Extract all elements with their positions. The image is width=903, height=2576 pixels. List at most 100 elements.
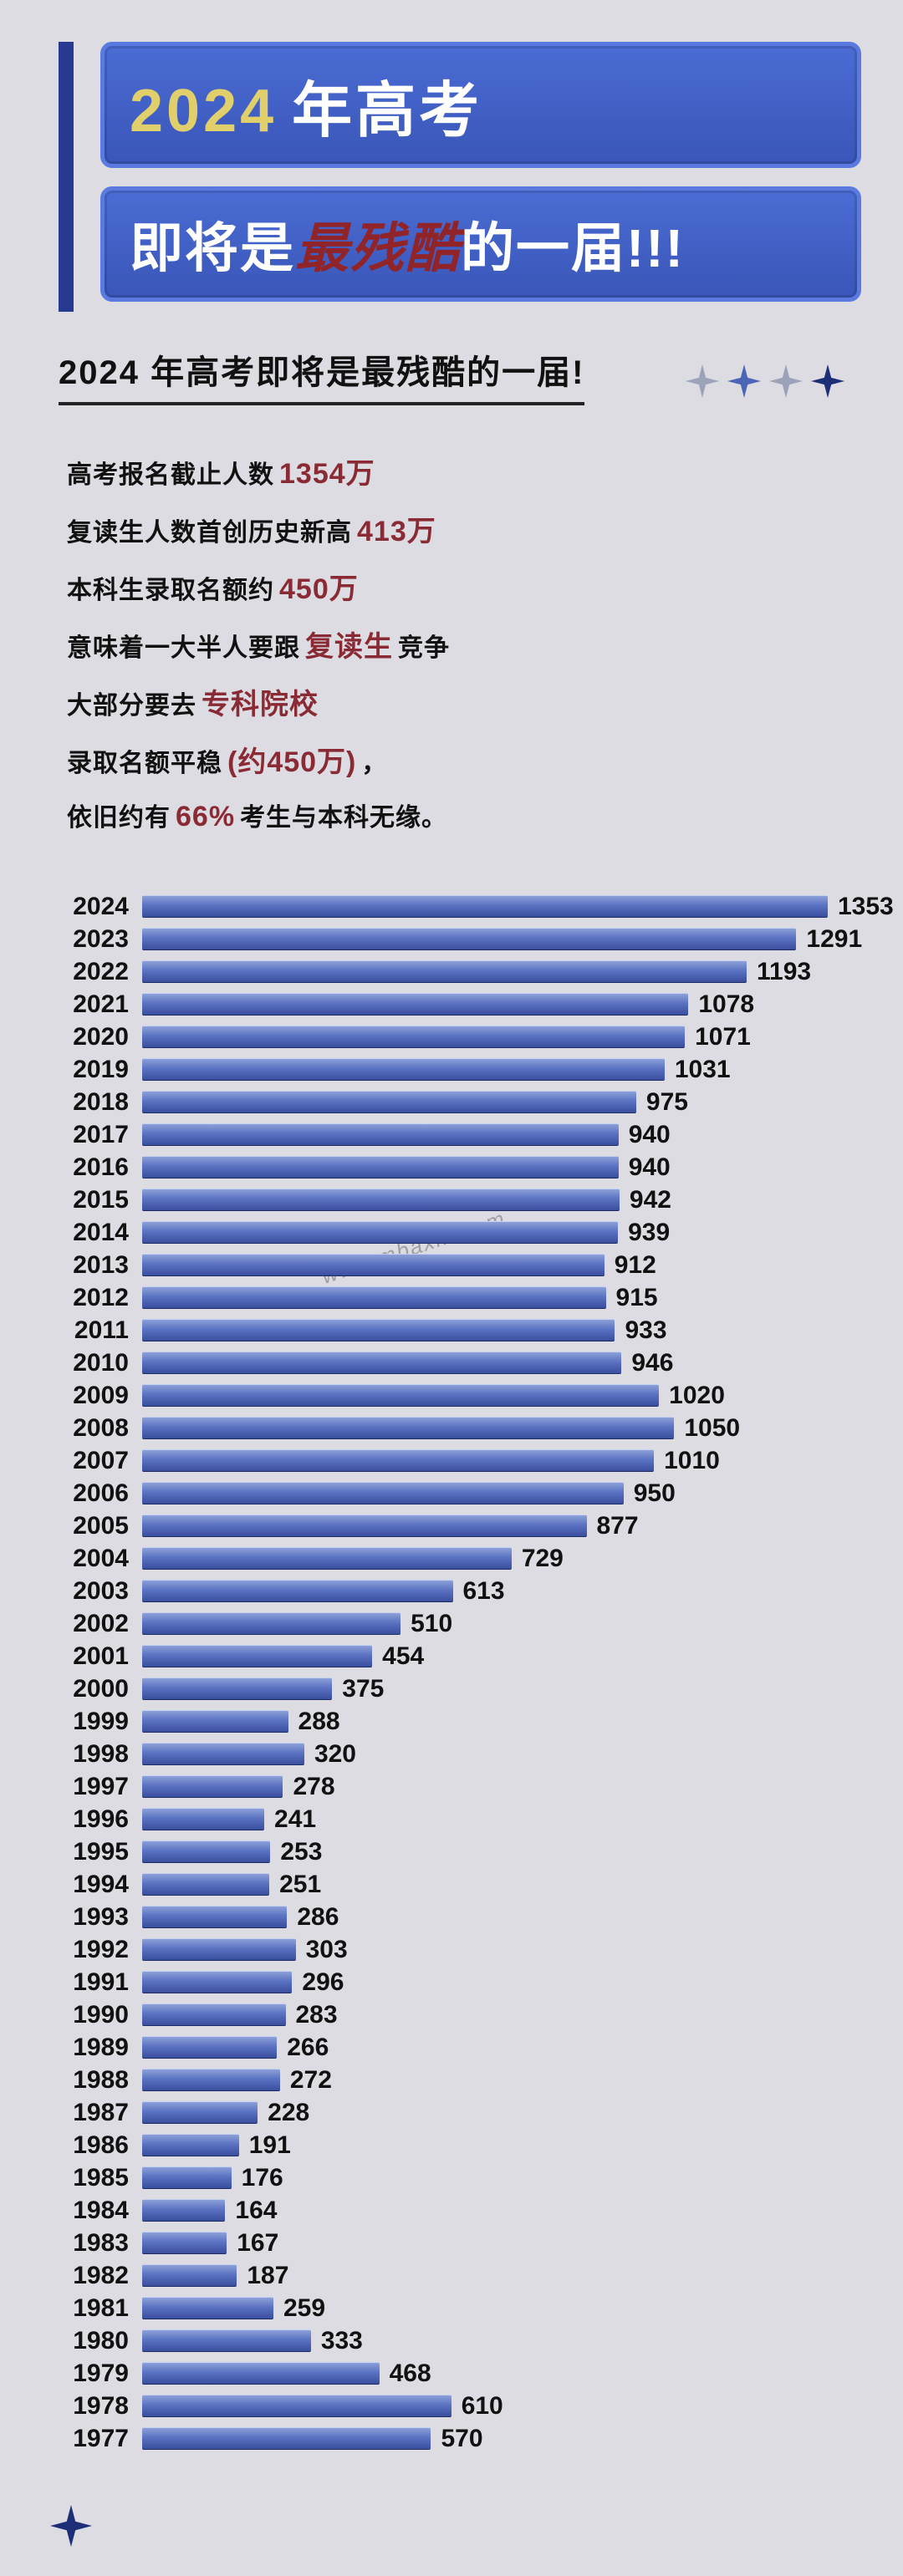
headline-banner: 2024 年高考 即将是 最残酷 的一届!!!: [0, 0, 903, 345]
chart-bar: [142, 1026, 685, 1048]
stat-pre: 本科生录取名额约: [67, 577, 274, 604]
chart-bar: [142, 895, 828, 918]
chart-value-label: 1050: [684, 1414, 740, 1443]
chart-value-label: 912: [615, 1251, 656, 1280]
chart-row: 1982187: [67, 2259, 853, 2292]
chart-value-label: 191: [249, 2131, 291, 2160]
chart-value-label: 375: [342, 1675, 384, 1703]
chart-bar: [142, 2166, 232, 2189]
chart-year-label: 2011: [67, 1316, 142, 1345]
stat-highlight: 复读生: [305, 631, 393, 663]
chart-year-label: 1989: [67, 2034, 142, 2062]
chart-bar: [142, 1319, 615, 1341]
chart-value-label: 283: [296, 2001, 338, 2029]
chart-bar: [142, 2297, 273, 2319]
headline-rest: 年高考: [292, 61, 482, 149]
chart-bar: [142, 1482, 624, 1504]
chart-row: 20191031: [67, 1053, 853, 1086]
chart-year-label: 2023: [67, 925, 142, 954]
chart-track: 1291: [142, 923, 862, 955]
chart-bar: [142, 1123, 619, 1146]
chart-year-label: 2013: [67, 1251, 142, 1280]
chart-row: 1983167: [67, 2227, 853, 2259]
chart-row: 1992303: [67, 1933, 853, 1966]
chart-year-label: 2005: [67, 1512, 142, 1540]
chart-row: 2018975: [67, 1086, 853, 1118]
chart-row: 20091020: [67, 1379, 853, 1412]
chart-track: 1193: [142, 955, 853, 988]
chart-row: 1997278: [67, 1770, 853, 1803]
chart-year-label: 1997: [67, 1773, 142, 1801]
chart-row: 1984164: [67, 2194, 853, 2227]
chart-year-label: 1981: [67, 2294, 142, 2323]
chart-row: 20211078: [67, 988, 853, 1021]
chart-value-label: 253: [280, 1838, 322, 1866]
chart-track: 454: [142, 1640, 853, 1672]
chart-row: 1991296: [67, 1966, 853, 1998]
chart-track: 942: [142, 1184, 853, 1216]
chart-year-label: 2024: [67, 893, 142, 921]
chart-track: 1078: [142, 988, 853, 1021]
chart-value-label: 1353: [838, 893, 894, 921]
chart-track: 613: [142, 1575, 853, 1607]
chart-value-label: 933: [625, 1316, 666, 1345]
headline-post: 的一届!!!: [461, 206, 685, 283]
chart-track: 610: [142, 2390, 853, 2422]
chart-row: 2016940: [67, 1151, 853, 1184]
chart-track: 950: [142, 1477, 853, 1509]
chart-bar: [142, 1775, 283, 1798]
chart-track: 1010: [142, 1444, 853, 1477]
chart-track: 1031: [142, 1053, 853, 1086]
chart-track: 468: [142, 2357, 853, 2390]
chart-year-label: 1983: [67, 2229, 142, 2258]
chart-year-label: 1978: [67, 2392, 142, 2421]
chart-value-label: 251: [279, 1871, 321, 1899]
chart-year-label: 1980: [67, 2327, 142, 2355]
sparkle-row: [686, 364, 844, 398]
stat-line: 大部分要去专科院校: [67, 681, 836, 722]
chart-year-label: 1998: [67, 1740, 142, 1769]
chart-bar: [142, 1677, 332, 1700]
chart-row: 1988272: [67, 2064, 853, 2096]
stat-pre: 复读生人数首创历史新高: [67, 519, 352, 547]
chart-bar: [142, 1873, 269, 1896]
chart-year-label: 2006: [67, 1479, 142, 1508]
chart-row: 2013 912: [67, 1249, 853, 1281]
chart-value-label: 1071: [695, 1023, 751, 1051]
chart-value-label: 570: [441, 2425, 482, 2453]
chart-row: 1987228: [67, 2096, 853, 2129]
chart-row: 2010946: [67, 1347, 853, 1379]
chart-bar: [142, 1971, 292, 1993]
chart-bar: [142, 2036, 277, 2059]
chart-bar: [142, 2101, 258, 2124]
chart-bar: [142, 1840, 270, 1863]
chart-track: 729: [142, 1542, 853, 1575]
chart-track: 933: [142, 1314, 853, 1347]
chart-bar: [142, 1612, 400, 1635]
chart-year-label: 1979: [67, 2360, 142, 2388]
chart-bar: [142, 1938, 296, 1961]
chart-year-label: 2001: [67, 1642, 142, 1671]
chart-row: 2014939: [67, 1216, 853, 1249]
chart-value-label: 942: [630, 1186, 671, 1214]
chart-row: 1999288: [67, 1705, 853, 1738]
chart-value-label: 228: [268, 2099, 309, 2127]
chart-value-label: 454: [382, 1642, 424, 1671]
chart-track: 296: [142, 1966, 853, 1998]
chart-year-label: 2019: [67, 1056, 142, 1084]
chart-row: 1986191: [67, 2129, 853, 2161]
chart-track: 228: [142, 2096, 853, 2129]
sparkle-icon: [811, 364, 844, 398]
chart-year-label: 2008: [67, 1414, 142, 1443]
chart-bar: [142, 1058, 665, 1081]
chart-bar: [142, 1808, 264, 1830]
chart-bar: [142, 2199, 225, 2222]
chart-value-label: 940: [629, 1121, 671, 1149]
chart-track: 1071: [142, 1021, 853, 1053]
chart-track: 939: [142, 1216, 853, 1249]
chart-row: 1996241: [67, 1803, 853, 1835]
chart-track: 187: [142, 2259, 853, 2292]
chart-row: 1995253: [67, 1835, 853, 1868]
chart-row: 20071010: [67, 1444, 853, 1477]
chart-row: 1998320: [67, 1738, 853, 1770]
